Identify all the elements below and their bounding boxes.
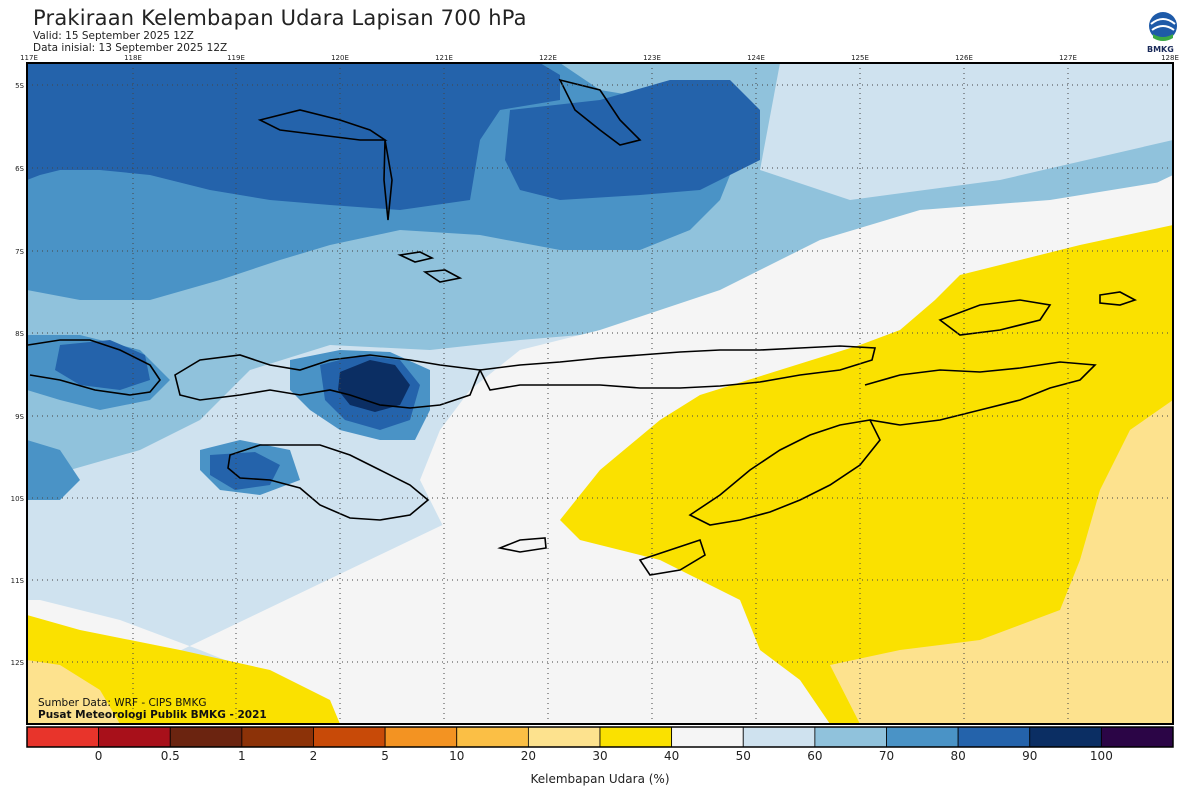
coast-sulawesi-south bbox=[257, 109, 388, 141]
lon-label: 124E bbox=[747, 54, 765, 62]
colorbar-swatch bbox=[957, 726, 1031, 748]
colorbar-tick-label: 10 bbox=[449, 749, 465, 763]
lon-label: 122E bbox=[539, 54, 557, 62]
colorbar-swatch bbox=[1100, 726, 1174, 748]
colorbar-tick-label: 1 bbox=[238, 749, 246, 763]
colorbar-swatch bbox=[98, 726, 171, 748]
lat-labels: 5S 6S 7S 8S 9S 10S 11S 12S bbox=[11, 82, 25, 667]
coast-alor-wetar bbox=[938, 299, 1052, 336]
valid-time: Valid: 15 September 2025 12Z bbox=[33, 30, 194, 42]
init-time: Data inisial: 13 September 2025 12Z bbox=[33, 42, 228, 54]
map-frame bbox=[26, 62, 1174, 725]
lat-label: 7S bbox=[15, 248, 24, 256]
coast-islands-north bbox=[397, 251, 463, 283]
rh-field-80-90 bbox=[27, 63, 560, 210]
colorbar-swatch bbox=[599, 726, 673, 748]
lon-label: 118E bbox=[124, 54, 142, 62]
rh-field-30-40 bbox=[560, 225, 1173, 724]
coast-tanimbar bbox=[1099, 291, 1138, 306]
bmkg-logo bbox=[1149, 12, 1177, 41]
colorbar-tick-label: 30 bbox=[592, 749, 608, 763]
data-source: Sumber Data: WRF - CIPS BMKG bbox=[38, 697, 207, 709]
lon-label: 125E bbox=[851, 54, 869, 62]
coast-buton bbox=[558, 78, 642, 146]
colorbar-tick-label: 0.5 bbox=[160, 749, 180, 763]
lat-label: 9S bbox=[15, 413, 24, 421]
colorbar-tick-label: 60 bbox=[807, 749, 823, 763]
organization: Pusat Meteorologi Publik BMKG - 2021 bbox=[38, 709, 267, 721]
colorbar-swatch bbox=[384, 726, 458, 748]
colorbar-tick-label: 20 bbox=[520, 749, 537, 763]
bmkg-logo-text: BMKG bbox=[1147, 45, 1174, 54]
coast-timor bbox=[688, 419, 881, 526]
lon-labels: 117E 118E 119E 120E 121E 122E 123E 124E … bbox=[20, 54, 1179, 62]
coast-lombok bbox=[27, 339, 161, 396]
colorbar-swatch bbox=[456, 726, 529, 748]
lon-label: 126E bbox=[955, 54, 973, 62]
colorbar-swatch bbox=[671, 726, 744, 748]
colorbar-tick-label: 0 bbox=[94, 749, 103, 763]
lon-label: 123E bbox=[643, 54, 661, 62]
lat-label: 6S bbox=[15, 165, 24, 173]
lon-label: 127E bbox=[1059, 54, 1077, 62]
colorbar-swatch bbox=[169, 726, 243, 748]
colorbar-tick-label: 5 bbox=[381, 749, 389, 763]
colorbar-swatch bbox=[313, 726, 386, 748]
coastlines bbox=[27, 78, 1138, 576]
graticule bbox=[27, 63, 1173, 724]
rh-field-20-30 bbox=[830, 400, 1173, 724]
lat-label: 5S bbox=[15, 82, 24, 90]
lon-label: 120E bbox=[331, 54, 349, 62]
rh-field-90-100 bbox=[338, 360, 410, 412]
coast-sumbawa bbox=[174, 354, 482, 409]
lon-label: 121E bbox=[435, 54, 453, 62]
coast-kisar-line bbox=[864, 361, 1097, 426]
lat-label: 8S bbox=[15, 330, 24, 338]
coast-savu bbox=[497, 537, 547, 553]
lat-label: 10S bbox=[11, 495, 25, 503]
colorbar bbox=[26, 726, 1174, 748]
lon-label: 128E bbox=[1161, 54, 1179, 62]
lat-label: 11S bbox=[11, 577, 25, 585]
colorbar-swatch bbox=[742, 726, 816, 748]
colorbar-swatch bbox=[241, 726, 314, 748]
lon-label: 117E bbox=[20, 54, 38, 62]
colorbar-frame bbox=[26, 726, 1174, 748]
colorbar-tick-label: 100 bbox=[1089, 749, 1113, 763]
lat-label: 12S bbox=[11, 659, 25, 667]
coast-flores bbox=[478, 345, 877, 391]
colorbar-tick-label: 2 bbox=[309, 749, 318, 763]
colorbar-tick-label: 40 bbox=[663, 749, 680, 763]
colorbar-tick-label: 50 bbox=[735, 749, 751, 763]
coast-sumba bbox=[227, 444, 430, 521]
colorbar-swatch bbox=[527, 726, 601, 748]
colorbar-swatch bbox=[26, 726, 100, 748]
colorbar-tick-label: 90 bbox=[1022, 749, 1038, 763]
colorbar-swatch bbox=[1029, 726, 1102, 748]
colorbar-swatch bbox=[814, 726, 887, 748]
lon-label: 119E bbox=[227, 54, 245, 62]
coast-rote bbox=[638, 538, 706, 576]
colorbar-swatch bbox=[886, 726, 959, 748]
colorbar-tick-label: 70 bbox=[878, 749, 895, 763]
map-title: Prakiraan Kelembapan Udara Lapisan 700 h… bbox=[33, 6, 527, 30]
colorbar-title: Kelembapan Udara (%) bbox=[530, 772, 670, 786]
colorbar-tick-label: 80 bbox=[950, 749, 966, 763]
coast-selayar bbox=[383, 139, 393, 221]
